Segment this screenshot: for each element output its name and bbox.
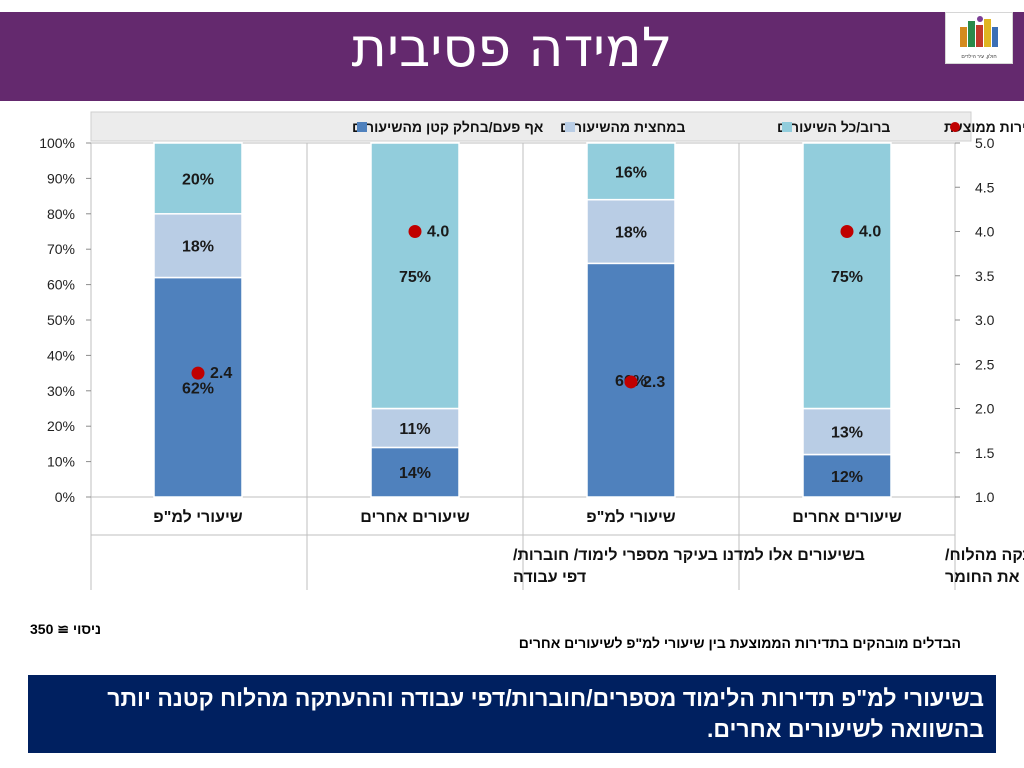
category-label: שיעורים אחרים [792,509,902,526]
left-tick-label: 100% [39,135,75,151]
avg-frequency-point [624,375,638,389]
left-tick-label: 60% [47,277,75,293]
bar-value-label: 18% [182,239,214,256]
right-tick-label: 2.0 [975,401,995,417]
avg-frequency-point [191,366,205,380]
right-tick-label: 5.0 [975,135,995,151]
left-tick-label: 50% [47,312,75,328]
holon-logo: חולון, עיר הילדים [945,12,1013,64]
bar-value-label: 18% [615,225,647,242]
bar-value-label: 62% [182,380,214,397]
bar-segment-high [370,142,460,410]
left-tick-label: 80% [47,206,75,222]
conclusion-text: בשיעורי למ"פ תדירות הלימוד מספרים/חוברות… [107,685,984,742]
logo-graphic [960,16,998,47]
avg-frequency-point [408,225,422,238]
significance-note: הבדלים מובהקים בתדירות הממוצעת בין שיעור… [518,635,961,651]
legend-label-low: אף פעם/בחלק קטן מהשיעורים [352,119,544,135]
bar-value-label: 12% [831,469,863,486]
bar-segment-low [153,276,243,498]
left-tick-label: 30% [47,383,75,399]
right-tick-label: 4.5 [975,179,995,195]
category-label: שיעורי למ"פ [586,508,676,526]
logo-caption: חולון, עיר הילדים [961,54,997,60]
title-banner [0,12,1024,101]
avg-frequency-label: 4.0 [427,224,449,241]
right-tick-label: 3.5 [975,268,995,284]
legend-label-avg: תדירות ממוצעת [944,119,1024,135]
bar-segment-mid [802,407,892,456]
right-tick-label: 2.5 [975,356,995,372]
sample-size-note: ניסוי ≅ 350 [30,621,102,637]
avg-frequency-label: 4.0 [859,224,881,241]
bar-value-label: 16% [615,164,647,181]
group-label-line: דפי עבודה [513,569,586,586]
bar-segment-mid [586,198,676,265]
bar-value-label: 75% [831,269,863,286]
left-tick-label: 10% [47,454,75,470]
bar-segment-low [802,453,892,498]
bar-value-label: 11% [399,421,430,438]
page-title: למידה פסיבית [351,16,673,79]
legend-marker-mid [565,122,575,132]
legend-box [90,111,972,142]
left-tick-label: 70% [47,241,75,257]
legend-label-mid: במחצית מהשיעורים [560,119,685,135]
category-label: שיעורי למ"פ [153,508,243,526]
legend-label-high: ברוב/כל השיעורים [777,119,890,135]
right-tick-label: 3.0 [975,312,995,328]
group-label-line: במהלך שעורים אלו היינו עסוקים בהעתקה מהל… [945,546,1024,564]
passive-learning-chart: אף פעם/בחלק קטן מהשיעורים במחצית מהשיעורי… [39,111,1024,590]
right-tick-label: 1.5 [975,445,995,461]
legend-marker-avg [950,122,960,132]
left-tick-label: 0% [55,489,75,505]
bar-segment-low [370,446,460,498]
bar-segment-high [586,142,676,201]
bar-value-label: 14% [399,465,431,482]
bar-value-label: 75% [399,269,431,286]
group-label-line: בשיעורים אלו למדנו בעיקר מספרי לימוד/ חו… [513,546,865,564]
avg-frequency-label: 2.4 [210,365,232,382]
avg-frequency-point [840,225,854,238]
group-label-line: המורה הכתיב/ה לנו את החומר [945,568,1024,586]
avg-frequency-label: 2.3 [643,374,665,391]
right-tick-label: 1.0 [975,489,995,505]
bar-value-label: 20% [182,171,214,188]
left-tick-label: 20% [47,418,75,434]
left-tick-label: 40% [47,347,75,363]
right-tick-label: 4.0 [975,224,995,240]
category-label: שיעורים אחרים [360,509,470,526]
legend-marker-low [357,122,367,132]
bar-segment-high [802,142,892,410]
left-tick-label: 90% [47,170,75,186]
bar-value-label: 13% [831,425,863,442]
legend-marker-high [782,122,792,132]
bar-segment-mid [153,213,243,279]
bar-segment-high [153,142,243,215]
conclusion-box: בשיעורי למ"פ תדירות הלימוד מספרים/חוברות… [28,675,996,753]
